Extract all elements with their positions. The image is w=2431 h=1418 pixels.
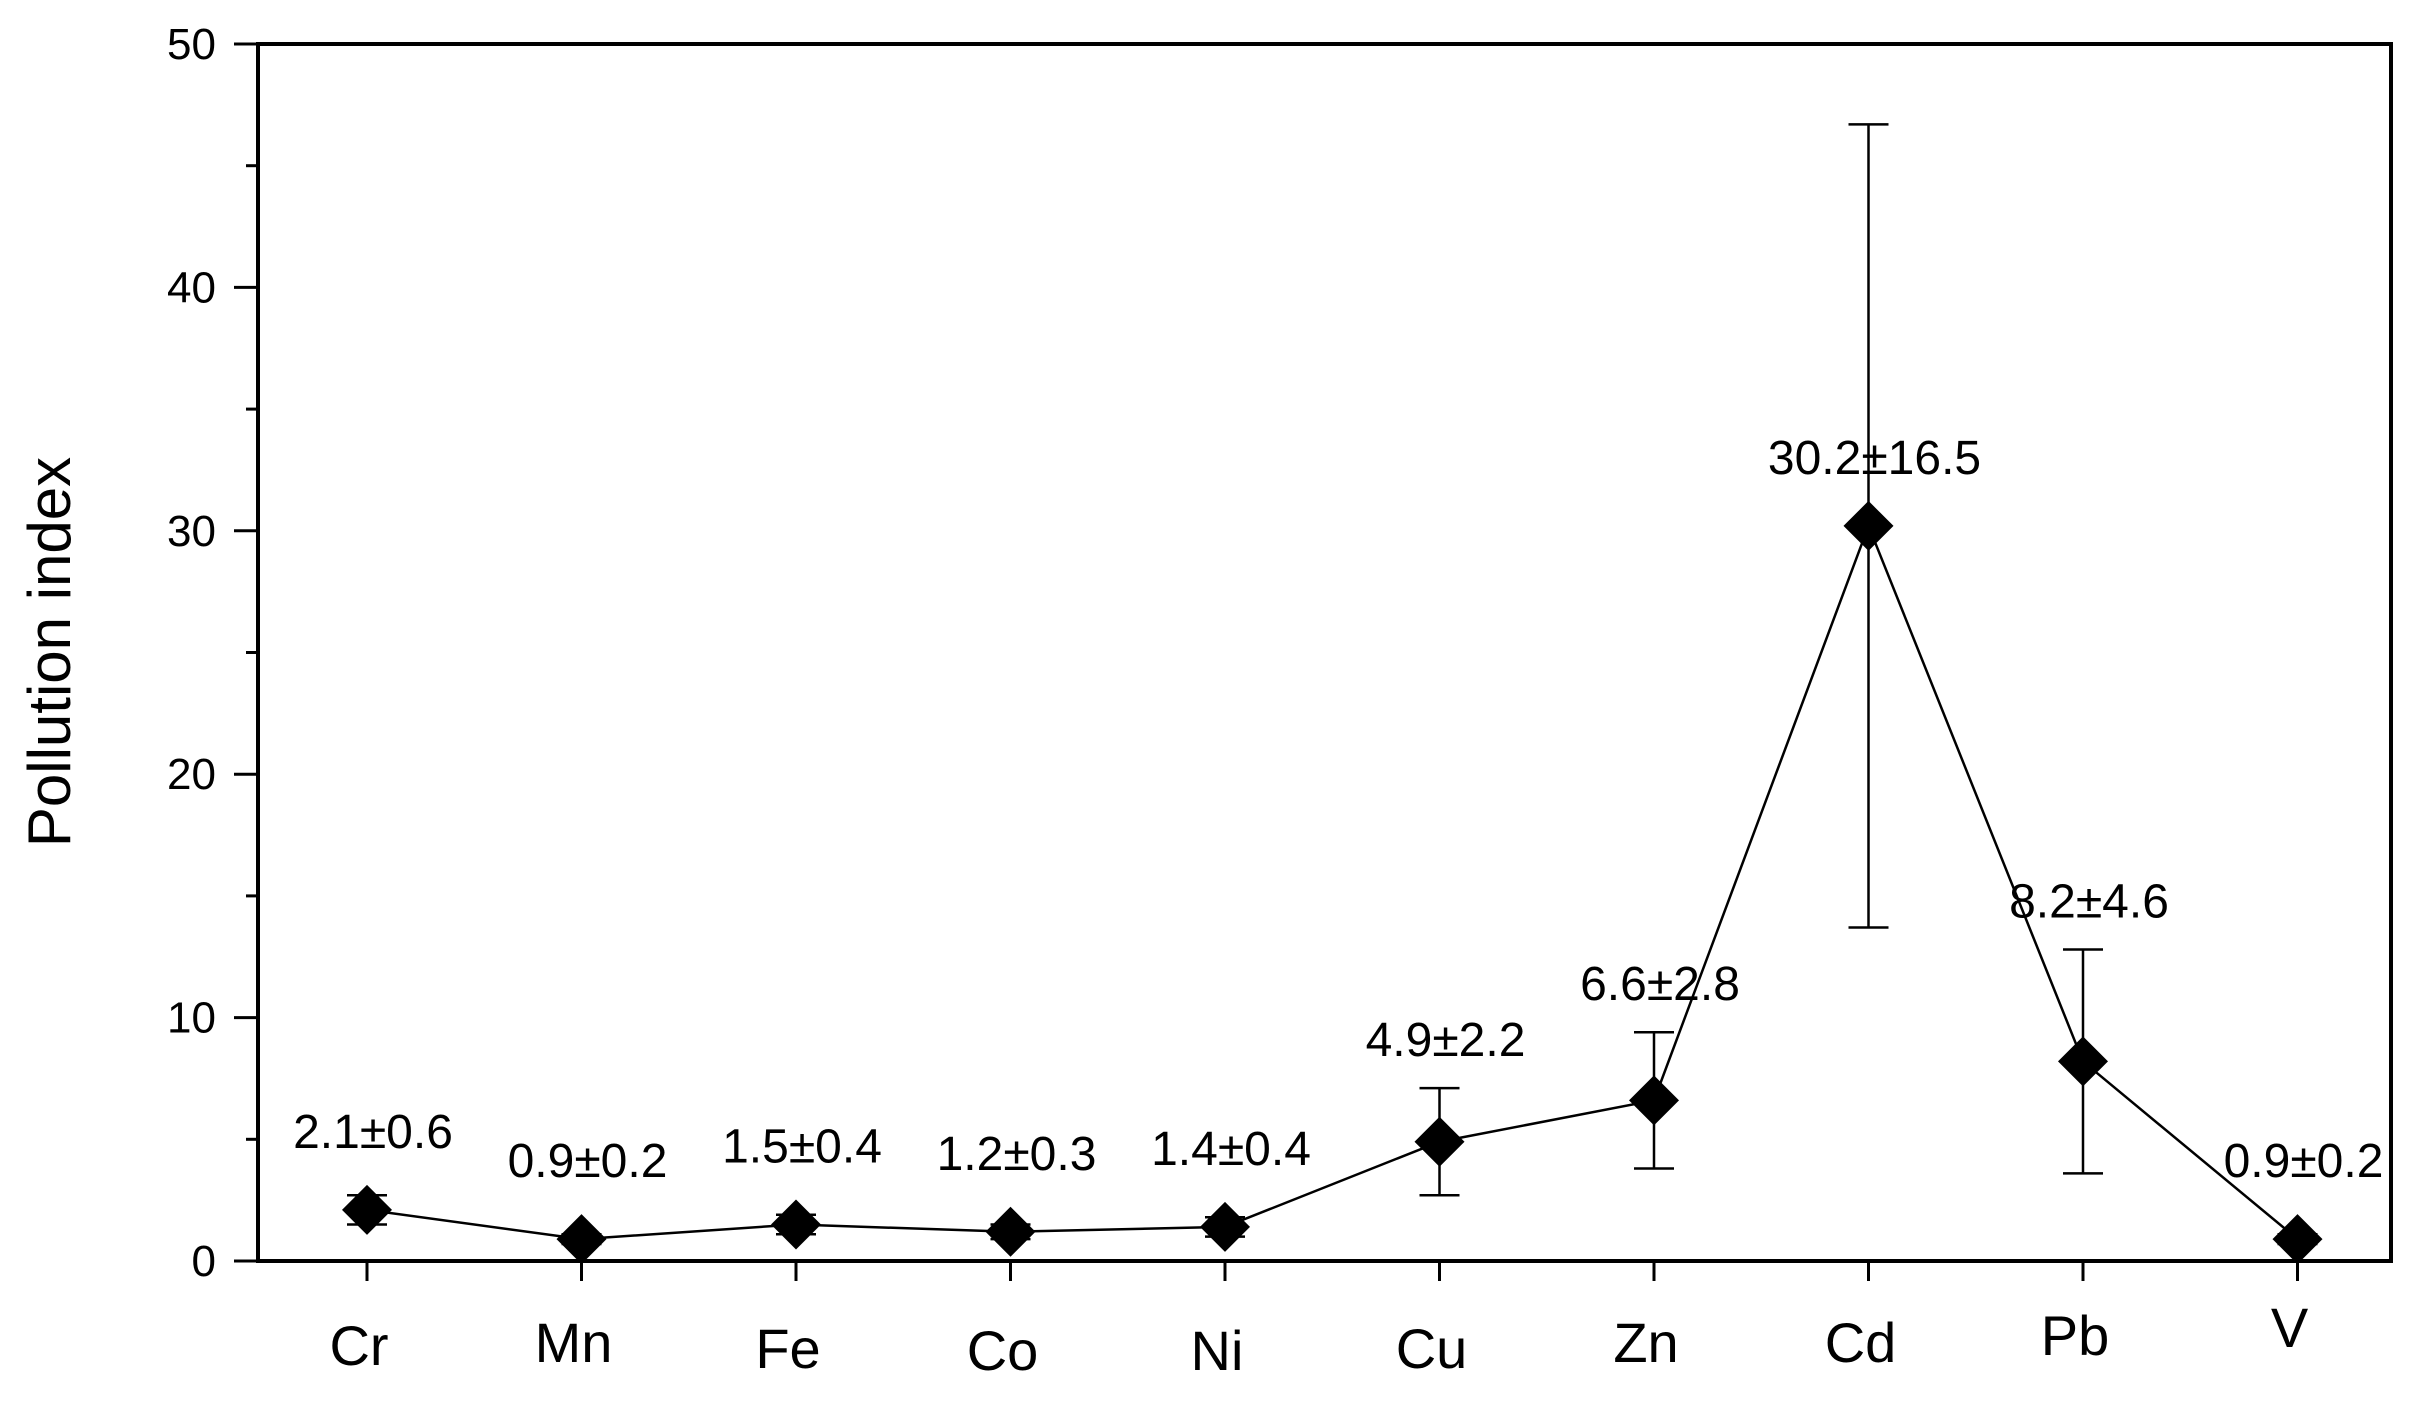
data-point-v — [2272, 1214, 2323, 1265]
x-tick-label-ni: Ni — [1191, 1319, 1244, 1382]
plot-frame — [256, 42, 2393, 1263]
data-label-co: 1.2±0.3 — [937, 1128, 1097, 1181]
series-line — [366, 522, 2299, 1241]
data-point-cd — [1843, 500, 1894, 551]
y-tick-label: 40 — [167, 263, 216, 312]
y-tick-label: 20 — [167, 750, 216, 799]
y-tick-label: 0 — [192, 1237, 216, 1286]
x-tick-label-fe: Fe — [755, 1317, 820, 1380]
data-label-mn: 0.9±0.2 — [508, 1135, 668, 1188]
data-label-fe: 1.5±0.4 — [722, 1120, 882, 1173]
data-label-cr: 2.1±0.6 — [293, 1106, 453, 1159]
x-axis: Cr Mn Fe Co Ni Cu Zn Cd Pb V — [329, 1261, 2309, 1382]
error-bars — [347, 123, 2318, 1246]
x-tick-label-cu: Cu — [1396, 1317, 1468, 1380]
x-tick-label-zn: Zn — [1613, 1311, 1678, 1374]
x-tick-label-cd: Cd — [1825, 1311, 1897, 1374]
data-point-cu — [1414, 1116, 1465, 1167]
y-tick-label: 50 — [167, 20, 216, 69]
data-point-pb — [2058, 1036, 2108, 1087]
y-axis: 0 10 20 30 40 50 — [167, 20, 260, 1286]
data-label-ni: 1.4±0.4 — [1151, 1123, 1311, 1176]
data-label-v: 0.9±0.2 — [2224, 1135, 2384, 1188]
x-tick-label-cr: Cr — [329, 1314, 388, 1377]
data-label-cd: 30.2±16.5 — [1768, 432, 1981, 485]
data-label-cu: 4.9±2.2 — [1366, 1014, 1526, 1067]
data-point-fe — [771, 1199, 821, 1250]
data-point-cr — [342, 1184, 392, 1235]
data-label-zn: 6.6±2.8 — [1580, 958, 1740, 1011]
x-tick-label-mn: Mn — [535, 1311, 613, 1374]
data-markers — [342, 500, 2323, 1265]
y-tick-label: 10 — [167, 994, 216, 1043]
x-tick-label-v: V — [2271, 1296, 2309, 1359]
data-label-pb: 8.2±4.6 — [2009, 875, 2169, 928]
x-tick-label-co: Co — [967, 1319, 1039, 1382]
data-point-ni — [1200, 1201, 1250, 1252]
data-point-mn — [556, 1214, 607, 1265]
y-axis-title: Pollution index — [16, 457, 83, 847]
y-tick-label: 30 — [167, 507, 216, 556]
data-labels: 2.1±0.6 0.9±0.2 1.5±0.4 1.2±0.3 1.4±0.4 4.9±2… — [293, 432, 2383, 1188]
data-point-co — [985, 1206, 1036, 1257]
data-point-zn — [1629, 1075, 1679, 1126]
x-tick-label-pb: Pb — [2041, 1304, 2110, 1367]
